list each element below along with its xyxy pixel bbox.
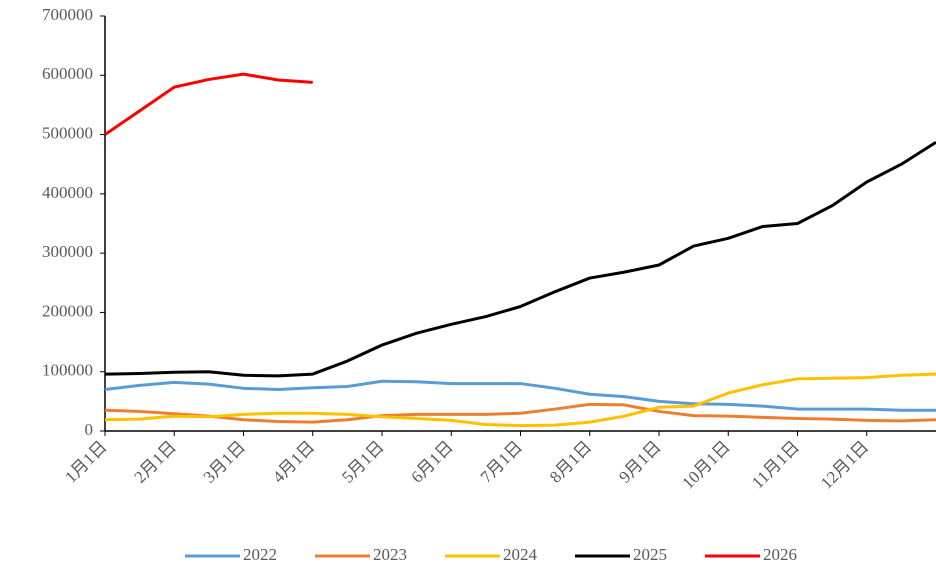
series-line [104, 72, 313, 136]
x-tick-label: 12月1日 [817, 437, 873, 493]
series-line [104, 141, 936, 378]
x-tick-label: 11月1日 [748, 437, 803, 492]
x-tick-label: 9月1日 [615, 437, 664, 486]
y-tick-label: 400000 [42, 183, 93, 202]
x-tick-label: 7月1日 [477, 437, 526, 486]
legend-label: 2024 [503, 545, 538, 564]
y-tick-label: 600000 [42, 64, 93, 83]
series-line [104, 372, 936, 428]
y-tick-label: 700000 [42, 5, 93, 24]
legend-label: 2026 [763, 545, 797, 564]
legend-label: 2023 [373, 545, 407, 564]
y-tick-label: 0 [85, 420, 94, 439]
legend-label: 2025 [633, 545, 667, 564]
x-tick-label: 4月1日 [269, 437, 318, 486]
y-tick-label: 100000 [42, 361, 93, 380]
x-tick-label: 8月1日 [546, 437, 595, 486]
series-line [104, 379, 936, 412]
series-line [104, 402, 936, 424]
x-tick-label: 6月1日 [407, 437, 456, 486]
y-tick-label: 200000 [42, 301, 93, 320]
y-tick-label: 300000 [42, 242, 93, 261]
x-tick-label: 2月1日 [130, 437, 179, 486]
legend-label: 2022 [243, 545, 277, 564]
x-tick-label: 10月1日 [678, 437, 734, 493]
x-tick-label: 1月1日 [61, 437, 110, 486]
y-tick-label: 500000 [42, 123, 93, 142]
x-tick-label: 3月1日 [200, 437, 249, 486]
x-tick-label: 5月1日 [338, 437, 387, 486]
